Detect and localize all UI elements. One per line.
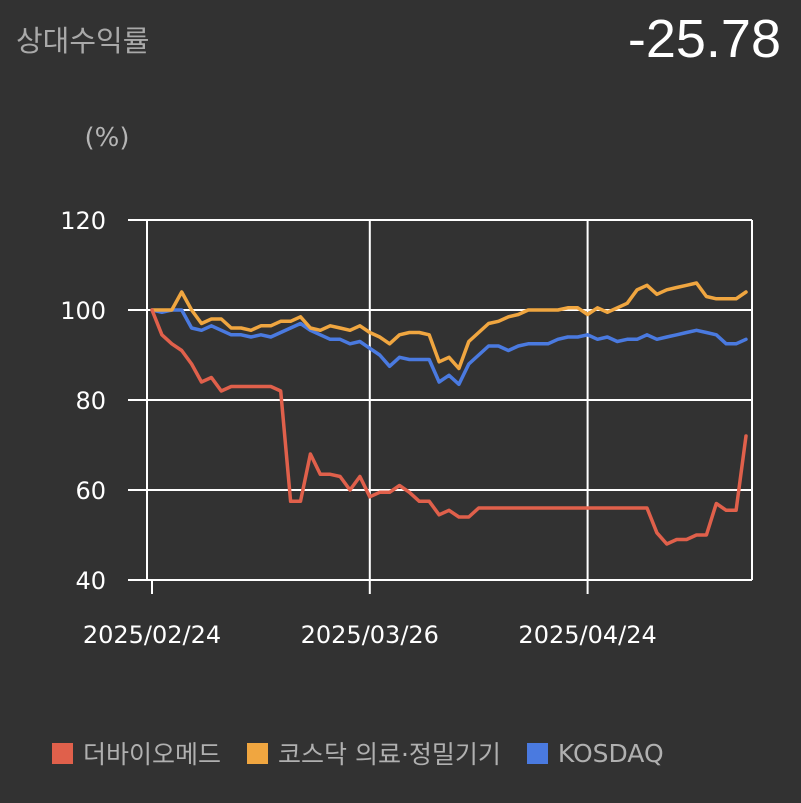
series-line-3	[150, 308, 748, 387]
line-chart: (%) 40 60 80 100 120 2025/02/24 2025/03/26 2025…	[60, 123, 753, 649]
axis-labels: 40 60 80 100 120 2025/02/24 2025/03/26 2025/04/…	[60, 207, 657, 649]
legend-item-series-2[interactable]: 코스닥 의료·정밀기기	[247, 735, 501, 771]
y-tick-label: 40	[75, 567, 106, 595]
grid-layer	[128, 219, 753, 594]
y-tick-label: 60	[75, 477, 106, 505]
y-tick-label: 100	[60, 297, 106, 325]
legend-label-series-3: KOSDAQ	[557, 738, 664, 768]
legend-item-series-1[interactable]: 더바이오메드	[52, 735, 221, 771]
series-layer	[150, 281, 748, 546]
legend-label-series-1: 더바이오메드	[83, 740, 222, 769]
y-tick-label: 120	[60, 207, 106, 235]
series-line-2	[150, 281, 748, 371]
x-tick-label: 2025/02/24	[83, 621, 221, 649]
x-tick-label: 2025/03/26	[301, 621, 439, 649]
series-line-1	[150, 308, 748, 546]
relative-return-value: -25.78	[627, 9, 781, 69]
chart-header-label: 상대수익률	[16, 24, 150, 58]
legend-swatch-series-1	[52, 742, 73, 764]
legend-swatch-series-2	[247, 742, 269, 764]
chart-legend: 더바이오메드 코스닥 의료·정밀기기 KOSDAQ	[52, 735, 690, 771]
y-tick-label: 80	[75, 387, 106, 415]
legend-label-series-2: 코스닥 의료·정밀기기	[278, 740, 501, 769]
x-tick-label: 2025/04/24	[518, 621, 656, 649]
legend-item-series-3[interactable]: KOSDAQ	[526, 738, 664, 768]
legend-swatch-series-3	[526, 742, 548, 764]
y-axis-unit-label: (%)	[85, 123, 130, 153]
